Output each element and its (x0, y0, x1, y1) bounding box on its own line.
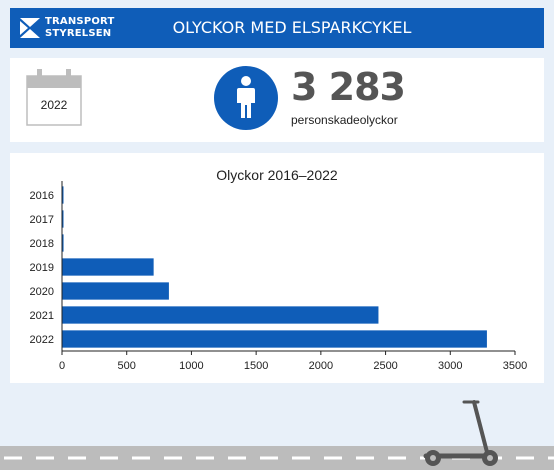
bar-2021 (62, 306, 379, 324)
page-title: OLYCKOR MED ELSPARKCYKEL (172, 18, 412, 37)
y-tick-label: 2016 (30, 190, 54, 202)
accident-count-label: personskadeolyckor (291, 113, 398, 127)
x-tick-label: 500 (118, 360, 136, 372)
bar-2018 (62, 234, 64, 252)
scooter-icon (423, 400, 498, 466)
bar-2017 (62, 210, 64, 228)
x-tick-label: 3500 (503, 360, 527, 372)
y-tick-label: 2022 (30, 334, 54, 346)
x-tick-label: 1500 (244, 360, 268, 372)
y-tick-label: 2018 (30, 238, 54, 250)
x-tick-label: 0 (59, 360, 65, 372)
logo-text: TRANSPORT STYRELSEN (45, 16, 115, 40)
y-tick-label: 2019 (30, 262, 54, 274)
x-tick-label: 1000 (179, 360, 203, 372)
bar-2019 (62, 258, 154, 276)
header-banner: TRANSPORT STYRELSEN OLYCKOR MED ELSPARKC… (10, 8, 544, 48)
x-tick-label: 3000 (438, 360, 462, 372)
chart-panel: Olyckor 2016–2022 2016 2017 2018 2019 2020 202… (10, 153, 544, 383)
y-tick-label: 2017 (30, 214, 54, 226)
bar-2022 (62, 330, 487, 348)
logo-line-2: STYRELSEN (45, 28, 112, 39)
chart-title: Olyckor 2016–2022 (216, 167, 338, 183)
bar-2016 (62, 186, 64, 204)
y-tick-label: 2020 (30, 286, 54, 298)
summary-year: 2022 (40, 98, 68, 112)
bar-2020 (62, 282, 169, 300)
x-tick-label: 2000 (309, 360, 333, 372)
logo-line-1: TRANSPORT (45, 16, 115, 27)
y-tick-label: 2021 (30, 310, 54, 322)
x-tick-label: 2500 (373, 360, 397, 372)
person-icon (214, 66, 278, 130)
accident-count: 3 283 (291, 65, 406, 109)
bar-chart: Olyckor 2016–2022 2016 2017 2018 2019 2020 202… (30, 167, 528, 372)
summary-panel: 2022 3 283 personskadeolyckor (10, 58, 544, 142)
calendar-icon (26, 69, 82, 126)
transportstyrelsen-logo: TRANSPORT STYRELSEN (20, 14, 140, 42)
logo-arrow-icon (20, 18, 40, 38)
